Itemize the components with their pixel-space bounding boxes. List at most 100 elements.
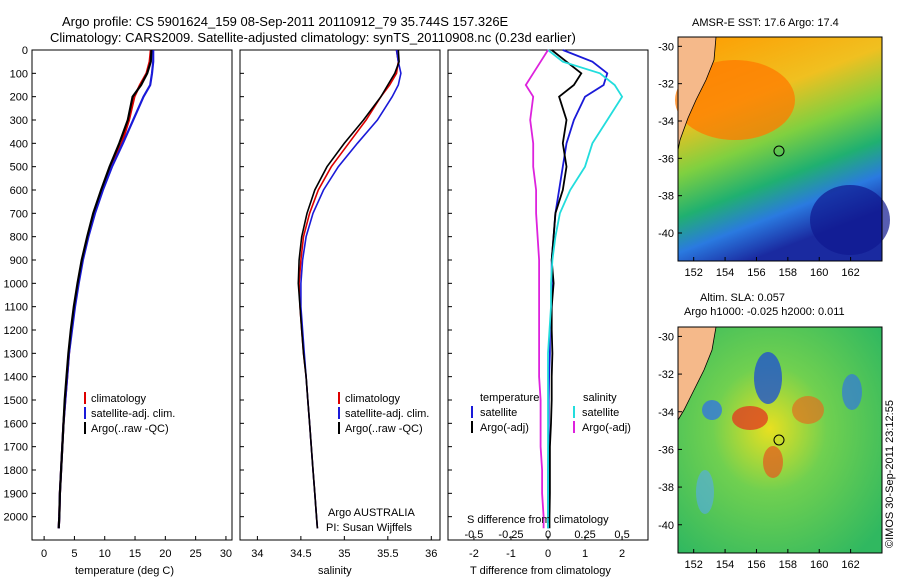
figure-title-line1: Argo profile: CS 5901624_159 08-Sep-2011… <box>62 14 509 29</box>
y-tick-label: 1600 <box>4 418 28 430</box>
sla-map-frame <box>677 326 883 554</box>
temperature-legend: climatology satellite-adj. clim. Argo(..… <box>84 392 175 435</box>
legend-swatch-satellite <box>84 407 86 419</box>
x-tick-label-s: 0.25 <box>574 529 595 541</box>
map-x-tick-label: 162 <box>841 267 859 279</box>
legend-swatch-argo <box>338 422 340 434</box>
x-tick-label: 2 <box>619 548 625 560</box>
difference-x-label-s: S difference from climatology <box>467 514 609 526</box>
legend-label-argo: Argo(..raw -QC) <box>345 423 423 435</box>
salinity-legend: climatology satellite-adj. clim. Argo(..… <box>338 392 429 435</box>
difference-x-axis: -2 -1 0 1 2 -0.5 -0.25 0 0.25 0.5 <box>464 529 629 560</box>
annotation-line1: Argo AUSTRALIA <box>328 507 415 519</box>
sla-land <box>677 326 717 422</box>
map-x-tick-label: 162 <box>841 559 859 571</box>
y-tick-label: 1800 <box>4 465 28 477</box>
sla-field <box>678 327 882 553</box>
x-tick-label: 0 <box>41 548 47 560</box>
x-tick-label: -2 <box>469 548 479 560</box>
sst-map-axes: 152 154 156 158 160 162 -30 -32 -34 -36 -38 -40 <box>658 41 860 279</box>
temperature-x-label: temperature (deg C) <box>75 565 174 577</box>
legend-swatch-t-argo <box>471 421 473 433</box>
y-tick-label: 100 <box>10 68 28 80</box>
legend-title-salinity: salinity <box>583 392 617 404</box>
map-y-tick-label: -30 <box>658 41 674 53</box>
x-tick-label: 20 <box>159 548 171 560</box>
map-x-tick-label: 154 <box>716 559 734 571</box>
y-tick-label: 700 <box>10 208 28 220</box>
x-tick-label: 5 <box>71 548 77 560</box>
map-x-tick-label: 160 <box>810 559 828 571</box>
temperature-panel-frame <box>31 49 233 541</box>
x-tick-label: 1 <box>582 548 588 560</box>
x-tick-label: -1 <box>506 548 516 560</box>
map-y-tick-label: -34 <box>658 116 674 128</box>
y-tick-label: 900 <box>10 255 28 267</box>
sla-map <box>677 326 883 554</box>
series-line-argo-adj--salinity <box>524 49 549 529</box>
map-y-tick-label: -36 <box>658 444 674 456</box>
sla-low-3 <box>842 374 862 410</box>
legend-label-t-argo: Argo(-adj) <box>480 422 529 434</box>
map-x-tick-label: 158 <box>779 559 797 571</box>
sla-low-4 <box>696 470 714 514</box>
salinity-x-axis: 34 34.5 35 35.5 36 <box>251 536 437 560</box>
x-tick-label: 34 <box>251 548 263 560</box>
map-y-tick-label: -40 <box>658 520 674 532</box>
map-x-tick-label: 156 <box>747 267 765 279</box>
series-line-argo-raw-qc- <box>297 49 400 529</box>
legend-swatch-climatology <box>338 392 340 404</box>
sst-map <box>675 36 890 262</box>
legend-label-s-satellite: satellite <box>582 407 619 419</box>
map-x-tick-label: 156 <box>747 559 765 571</box>
y-tick-label: 400 <box>10 138 28 150</box>
y-tick-label: 1900 <box>4 488 28 500</box>
y-tick-label: 1400 <box>4 372 28 384</box>
sst-argo-marker <box>773 145 785 157</box>
legend-swatch-t-satellite <box>471 406 473 418</box>
y-tick-label: 1700 <box>4 442 28 454</box>
sla-high-3 <box>763 446 783 478</box>
sst-cold-patch <box>810 185 890 255</box>
series-line-argo-raw-qc- <box>57 49 153 529</box>
x-tick-label-s: 0 <box>545 529 551 541</box>
temperature-series-group <box>57 49 155 529</box>
series-line-climatology <box>57 49 152 529</box>
x-tick-label-s: -0.5 <box>464 529 483 541</box>
temperature-x-axis: 0 5 10 15 20 25 30 <box>41 536 232 560</box>
sst-map-title: AMSR-E SST: 17.6 Argo: 17.4 <box>692 17 839 29</box>
y-tick-label: 800 <box>10 232 28 244</box>
x-tick-label-s: 0.5 <box>614 529 629 541</box>
annotation-line2: PI: Susan Wijffels <box>326 522 412 534</box>
series-line-satellite-temperature <box>547 49 609 529</box>
series-line-satellite-adj-clim- <box>300 49 402 529</box>
y-tick-label: 1200 <box>4 325 28 337</box>
sst-map-frame <box>677 36 883 262</box>
map-y-tick-label: -30 <box>658 331 674 343</box>
x-tick-label-s: -0.25 <box>498 529 523 541</box>
x-tick-label: 10 <box>99 548 111 560</box>
salinity-panel-frame <box>239 49 441 541</box>
x-tick-label: 30 <box>220 548 232 560</box>
sst-land <box>677 36 717 151</box>
series-line-satellite-adj-clim- <box>57 50 155 529</box>
x-tick-label: 34.5 <box>290 548 311 560</box>
map-x-tick-label: 152 <box>685 267 703 279</box>
sla-map-title-line2: Argo h1000: -0.025 h2000: 0.011 <box>684 306 845 318</box>
series-line-satellite-salinity <box>547 49 624 529</box>
difference-x-label-t: T difference from climatology <box>470 565 611 577</box>
legend-label-s-argo: Argo(-adj) <box>582 422 631 434</box>
map-y-tick-label: -32 <box>658 79 674 91</box>
legend-title-temperature: temperature <box>480 392 539 404</box>
sla-map-title-line1: Altim. SLA: 0.057 <box>700 292 785 304</box>
y-tick-label: 1500 <box>4 395 28 407</box>
salinity-series-group <box>297 49 402 529</box>
y-tick-label: 0 <box>22 45 28 57</box>
imos-watermark: ©IMOS 30-Sep-2011 23:12:55 <box>884 400 896 548</box>
y-tick-label: 200 <box>10 92 28 104</box>
y-tick-label: 2000 <box>4 512 28 524</box>
sla-low-1 <box>754 352 782 404</box>
x-tick-label: 15 <box>129 548 141 560</box>
map-y-tick-label: -38 <box>658 482 674 494</box>
